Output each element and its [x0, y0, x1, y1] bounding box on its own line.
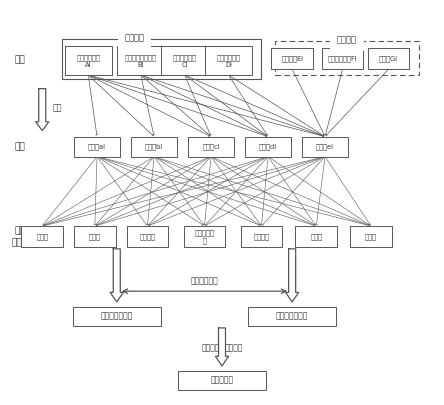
Text: 人为调整: 人为调整 — [224, 344, 243, 353]
Text: 急诊室: 急诊室 — [36, 233, 48, 240]
Text: 岗位: 岗位 — [14, 226, 25, 235]
Text: 专病专科门
诊: 专病专科门 诊 — [194, 229, 214, 243]
Bar — [245, 136, 291, 157]
Text: 高数值eI: 高数值eI — [316, 143, 334, 150]
Bar — [322, 48, 363, 69]
Bar — [21, 226, 63, 247]
Text: 手术室: 手术室 — [89, 233, 101, 240]
Bar — [350, 226, 392, 247]
Bar — [368, 48, 409, 69]
Bar — [64, 46, 112, 75]
Text: 排班规则: 排班规则 — [201, 344, 220, 353]
Bar — [188, 136, 234, 157]
Text: 优先级: 优先级 — [12, 238, 28, 247]
Text: 普通门诊: 普通门诊 — [254, 233, 270, 240]
Bar — [178, 371, 266, 390]
Text: 上级医师: 上级医师 — [124, 34, 144, 43]
Text: 普通门诊医师
AI: 普通门诊医师 AI — [76, 54, 100, 68]
Bar — [205, 46, 252, 75]
Bar — [184, 226, 225, 247]
Text: 下级医师: 下级医师 — [337, 35, 357, 44]
Bar — [131, 136, 177, 157]
Bar — [274, 41, 419, 75]
Text: 权值: 权值 — [14, 142, 25, 151]
Text: 低数值aI: 低数值aI — [88, 143, 106, 150]
Bar — [271, 48, 313, 69]
Text: 设定: 设定 — [53, 103, 62, 112]
Bar — [117, 46, 165, 75]
Text: 中数值bI: 中数值bI — [145, 143, 163, 150]
Bar — [161, 46, 208, 75]
Bar — [241, 226, 282, 247]
Text: 中数值cI: 中数值cI — [202, 143, 220, 150]
Bar — [74, 226, 116, 247]
Bar — [73, 307, 161, 326]
Bar — [62, 39, 262, 79]
Text: 最终排班表: 最终排班表 — [210, 376, 234, 385]
Text: 专家门诊医师
CI: 专家门诊医师 CI — [173, 54, 197, 68]
Bar — [295, 226, 337, 247]
Text: 上级医师排班表: 上级医师排班表 — [101, 312, 133, 321]
Text: 检查室: 检查室 — [365, 233, 377, 240]
Text: 成员: 成员 — [14, 55, 25, 64]
Bar — [248, 307, 336, 326]
Text: 特需门诊医师
DI: 特需门诊医师 DI — [217, 54, 241, 68]
Text: 进修医师EI: 进修医师EI — [281, 55, 303, 62]
Bar — [127, 226, 168, 247]
Text: 专病专科门诊医师
BI: 专病专科门诊医师 BI — [125, 54, 157, 68]
Bar — [74, 136, 120, 157]
Text: 专家门诊: 专家门诊 — [139, 233, 155, 240]
Text: 研究生GI: 研究生GI — [379, 55, 398, 62]
Text: 规培基地医师FI: 规培基地医师FI — [328, 55, 357, 62]
Text: 历史排班记录: 历史排班记录 — [190, 276, 218, 285]
Text: 治疗室: 治疗室 — [310, 233, 322, 240]
Text: 下级医师排班表: 下级医师排班表 — [276, 312, 308, 321]
Bar — [302, 136, 348, 157]
Text: 中数值dI: 中数值dI — [259, 143, 277, 150]
